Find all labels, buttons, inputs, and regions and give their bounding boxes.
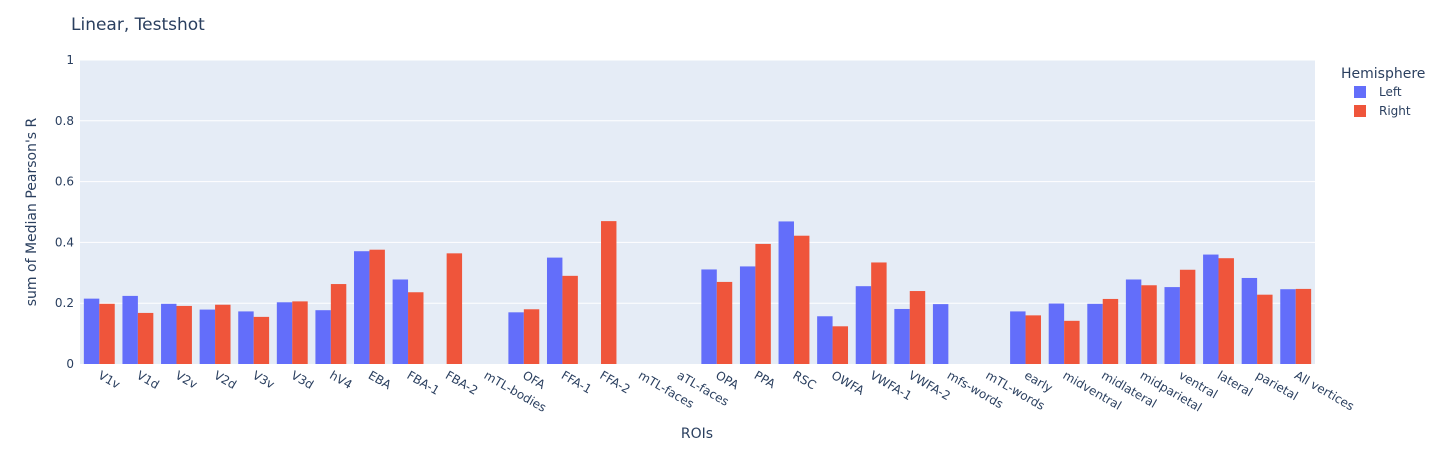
x-tick-label: OWFA bbox=[829, 368, 867, 398]
y-tick-label: 0.6 bbox=[55, 175, 74, 189]
bar-left-lateral bbox=[1203, 254, 1219, 364]
x-tick-label: V1d bbox=[134, 368, 161, 392]
bar-left-parietal bbox=[1241, 277, 1258, 364]
x-axis-ticks: V1v V1d V2v V2d V3v V3d hV4 EBA FBA-1 FBA-2 mTL-bo… bbox=[96, 368, 1357, 415]
legend-label-right[interactable]: Right bbox=[1379, 104, 1411, 118]
y-tick-label: 0.8 bbox=[55, 114, 74, 128]
legend-swatch-left[interactable] bbox=[1354, 86, 1366, 98]
bar-left-FBA-1 bbox=[392, 279, 409, 364]
bar-right-FBA-1 bbox=[408, 292, 424, 364]
x-tick-label: RSC bbox=[790, 368, 818, 392]
bar-left-mfs-words bbox=[932, 304, 949, 364]
bar-left-midparietal bbox=[1125, 279, 1142, 364]
x-tick-label: V3d bbox=[289, 368, 316, 392]
bar-right-All vertices bbox=[1295, 288, 1312, 364]
bar-right-midlateral bbox=[1102, 298, 1119, 364]
x-tick-label: V1v bbox=[96, 368, 123, 392]
bar-left-midventral bbox=[1048, 303, 1065, 364]
bar-right-FFA-1 bbox=[562, 275, 578, 364]
x-tick-label: All vertices bbox=[1292, 368, 1356, 413]
x-tick-label: FBA-1 bbox=[404, 368, 441, 398]
bar-right-midparietal bbox=[1141, 285, 1157, 364]
y-tick-label: 1 bbox=[66, 53, 74, 67]
bar-left-OWFA bbox=[817, 316, 833, 364]
x-tick-label: FBA-2 bbox=[443, 368, 480, 398]
x-axis-title: ROIs bbox=[681, 426, 713, 442]
bar-left-FFA-1 bbox=[546, 257, 563, 364]
bar-right-OWFA bbox=[832, 326, 849, 364]
bar-right-FBA-2 bbox=[446, 253, 463, 364]
bar-right-OPA bbox=[716, 281, 733, 364]
bars bbox=[83, 221, 1312, 364]
bar-left-All vertices bbox=[1280, 289, 1296, 364]
bar-right-V3v bbox=[253, 316, 270, 364]
bar-right-early bbox=[1025, 315, 1041, 364]
bar-right-VWFA-1 bbox=[871, 262, 887, 364]
bar-left-V1v bbox=[83, 298, 100, 364]
bar-right-ventral bbox=[1179, 269, 1196, 364]
x-tick-label: lateral bbox=[1215, 368, 1255, 399]
y-axis-ticks: 0 0.2 0.4 0.6 0.8 1 bbox=[55, 53, 74, 371]
y-tick-label: 0.2 bbox=[55, 296, 74, 310]
bar-left-V3d bbox=[276, 302, 293, 364]
bar-right-V2d bbox=[215, 304, 231, 364]
bar-left-V1d bbox=[122, 295, 138, 364]
legend-title: Hemisphere bbox=[1341, 66, 1425, 82]
bar-left-VWFA-2 bbox=[894, 308, 910, 364]
legend[interactable]: Hemisphere Left Right bbox=[1341, 66, 1425, 118]
bar-left-ventral bbox=[1164, 287, 1180, 364]
legend-swatch-right[interactable] bbox=[1354, 105, 1366, 117]
x-tick-label: V2d bbox=[211, 368, 238, 392]
x-tick-label: PPA bbox=[752, 368, 779, 391]
bar-right-V3d bbox=[292, 301, 308, 364]
bar-left-RSC bbox=[778, 221, 794, 364]
y-tick-label: 0.4 bbox=[55, 235, 74, 249]
x-tick-label: V2v bbox=[173, 368, 200, 392]
bar-left-PPA bbox=[739, 266, 756, 364]
bar-right-parietal bbox=[1257, 294, 1273, 364]
x-tick-label: FFA-1 bbox=[559, 368, 594, 396]
bar-right-midventral bbox=[1064, 320, 1080, 364]
bar-right-EBA bbox=[369, 249, 385, 364]
bar-left-EBA bbox=[354, 251, 370, 364]
bar-right-V2v bbox=[176, 305, 192, 364]
x-tick-label: VWFA-1 bbox=[868, 368, 915, 403]
legend-label-left[interactable]: Left bbox=[1379, 85, 1402, 99]
bar-left-early bbox=[1010, 311, 1026, 364]
bar-right-V1v bbox=[99, 303, 115, 364]
x-tick-label: FFA-2 bbox=[597, 368, 632, 396]
bar-left-VWFA-1 bbox=[855, 286, 872, 364]
bar-right-V1d bbox=[137, 312, 154, 364]
bar-left-hV4 bbox=[315, 310, 331, 364]
x-tick-label: VWFA-2 bbox=[906, 368, 953, 403]
bar-right-PPA bbox=[755, 243, 771, 364]
x-tick-label: V3v bbox=[250, 368, 277, 392]
bar-left-V2d bbox=[199, 309, 216, 364]
bar-left-V3v bbox=[238, 311, 254, 364]
bar-right-RSC bbox=[793, 235, 810, 364]
bar-right-VWFA-2 bbox=[909, 291, 926, 364]
bar-right-OFA bbox=[523, 309, 540, 364]
bar-left-OPA bbox=[701, 269, 717, 364]
x-tick-label: hV4 bbox=[327, 368, 354, 392]
y-tick-label: 0 bbox=[66, 357, 74, 371]
bar-left-V2v bbox=[161, 303, 177, 364]
x-tick-label: parietal bbox=[1254, 368, 1301, 403]
bar-right-lateral bbox=[1218, 258, 1234, 364]
bar-left-OFA bbox=[508, 312, 524, 364]
y-axis-title: sum of Median Pearson's R bbox=[24, 117, 40, 306]
bar-right-hV4 bbox=[330, 284, 347, 364]
chart-title: Linear, Testshot bbox=[71, 15, 205, 35]
x-tick-label: EBA bbox=[366, 368, 394, 393]
bar-left-midlateral bbox=[1087, 303, 1103, 364]
bar-right-FFA-2 bbox=[601, 221, 617, 364]
